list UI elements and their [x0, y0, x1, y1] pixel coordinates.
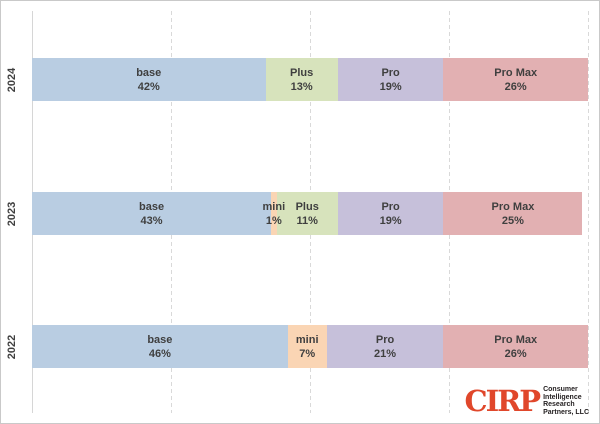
segment-pro: Pro 19%	[337, 58, 444, 101]
cirp-logo: CIRP Consumer Intelligence Research Part…	[465, 386, 589, 416]
segment-label: base 42%	[136, 66, 162, 93]
cirp-logo-text: Consumer Intelligence Research Partners,…	[543, 386, 589, 416]
segment-pro-max: Pro Max 26%	[443, 58, 588, 101]
segment-label: Plus 13%	[290, 66, 314, 93]
logo-text-line: Research	[543, 401, 575, 408]
bar-row-2022: base 46% mini 7% Pro 21% Pro Max 26%	[32, 325, 588, 368]
segment-label: base 43%	[138, 200, 165, 227]
segment-pro: Pro 19%	[337, 192, 444, 235]
segment-label: Pro Max 26%	[494, 333, 538, 360]
segment-base: base 46%	[32, 325, 288, 368]
gridline-100	[588, 11, 589, 413]
logo-text-line: Intelligence	[543, 393, 582, 401]
segment-label: Pro 21%	[374, 333, 397, 360]
year-label-2022: 2022	[6, 334, 18, 359]
logo-text-line: Consumer	[543, 386, 578, 393]
segment-label: Pro Max 25%	[491, 200, 535, 227]
segment-label: base 46%	[147, 333, 173, 360]
segment-label: Pro 19%	[379, 200, 402, 227]
cirp-logo-wordmark: CIRP	[464, 383, 542, 418]
segment-plus: Plus 11%	[276, 192, 338, 235]
segment-base: base 43%	[32, 192, 272, 235]
plot-area: base 42% Plus 13% Pro 19% Pro Max 26% base 43% min…	[32, 11, 589, 413]
segment-pro-max: Pro Max 25%	[443, 192, 583, 235]
segment-mini: mini 7%	[287, 325, 327, 368]
bar-row-2024: base 42% Plus 13% Pro 19% Pro Max 26%	[32, 58, 588, 101]
segment-label: mini 1%	[262, 200, 286, 227]
segment-label: Pro Max 26%	[494, 66, 538, 93]
segment-plus: Plus 13%	[265, 58, 338, 101]
segment-label: Plus 11%	[295, 200, 319, 227]
segment-label: mini 7%	[295, 333, 319, 360]
year-label-2024: 2024	[6, 67, 18, 92]
logo-text-line: Partners, LLC	[543, 408, 589, 416]
bar-row-2023: base 43% mini 1% Plus 11% Pro 19% Pro Max 25%	[32, 192, 588, 235]
segment-base: base 42%	[32, 58, 266, 101]
segment-pro: Pro 21%	[326, 325, 444, 368]
segment-label: Pro 19%	[379, 66, 402, 93]
segment-pro-max: Pro Max 26%	[443, 325, 588, 368]
segment-mini: mini 1%	[263, 192, 285, 235]
year-label-2023: 2023	[6, 201, 18, 226]
